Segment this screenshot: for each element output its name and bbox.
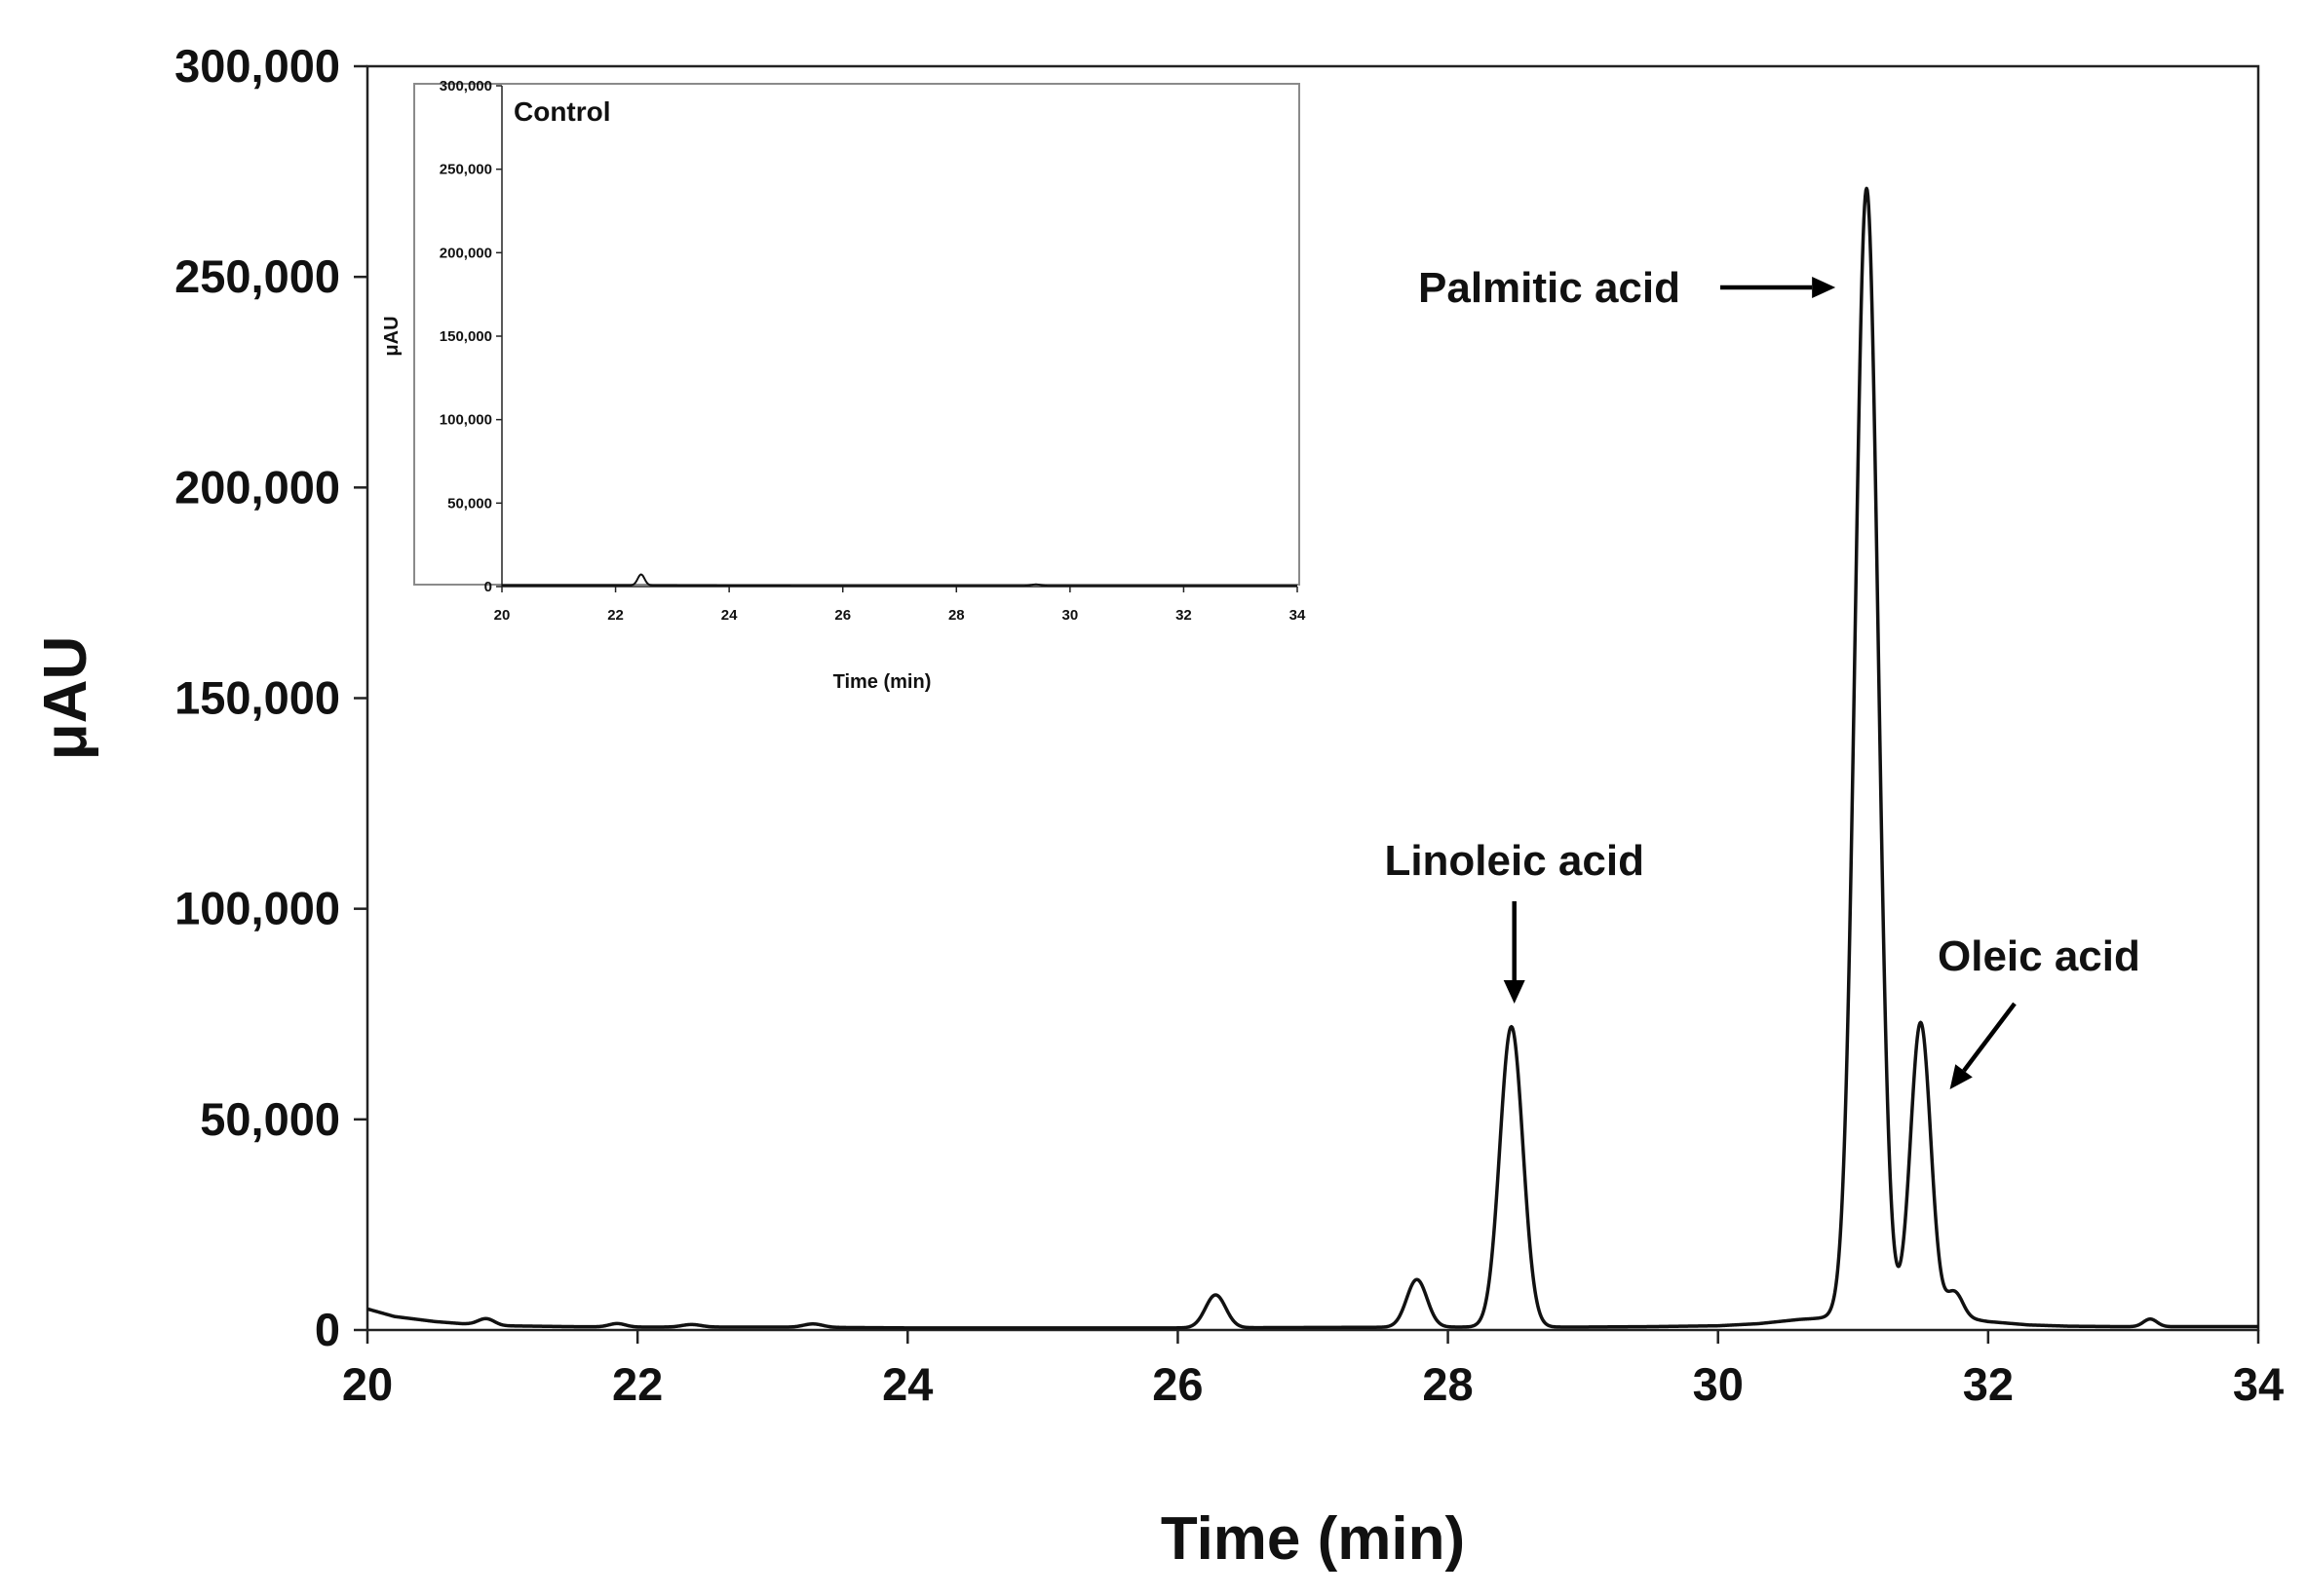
main-x-tick-label: 26 xyxy=(1152,1358,1203,1410)
inset-x-tick-label: 32 xyxy=(1175,607,1192,624)
inset-x-tick-label: 30 xyxy=(1062,607,1079,624)
inset-x-tick-label: 24 xyxy=(721,607,738,624)
annotation-palmitic-acid: Palmitic acid xyxy=(1418,264,1680,312)
inset-y-tick-label: 50,000 xyxy=(447,495,492,512)
main-y-tick-label: 0 xyxy=(315,1304,340,1355)
inset-control-chart: 0 50,000 100,000 150,000 200,000 250,000 300,0… xyxy=(381,78,1306,693)
main-x-tick-label: 28 xyxy=(1422,1358,1473,1410)
main-x-tick-label: 34 xyxy=(2233,1358,2284,1410)
inset-chromatogram-line xyxy=(502,573,1297,588)
inset-y-tick-label: 150,000 xyxy=(440,328,492,345)
inset-x-tick-label: 22 xyxy=(607,607,624,624)
peak-annotations: Palmitic acid Linoleic acid Oleic acid xyxy=(1384,264,2140,1089)
main-y-axis: 0 50,000 100,000 150,000 200,000 250,000 300,0… xyxy=(174,40,367,1355)
main-x-tick-label: 30 xyxy=(1693,1358,1744,1410)
inset-y-tick-label: 300,000 xyxy=(440,78,492,95)
main-chromatogram-line xyxy=(365,186,2260,1330)
annotation-arrow xyxy=(1720,277,1836,298)
inset-x-tick-label: 26 xyxy=(834,607,851,624)
main-x-tick-label: 20 xyxy=(342,1358,393,1410)
inset-x-tick-label: 28 xyxy=(948,607,965,624)
annotation-arrow xyxy=(1949,1002,2017,1089)
annotation-linoleic-acid: Linoleic acid xyxy=(1384,837,1644,885)
inset-x-axis-title: Time (min) xyxy=(833,671,932,693)
main-y-tick-label: 200,000 xyxy=(174,461,340,513)
main-y-tick-label: 100,000 xyxy=(174,883,340,934)
annotation-arrow xyxy=(1503,901,1525,1004)
inset-y-tick-label: 200,000 xyxy=(440,245,492,261)
inset-x-axis: 20 22 24 26 28 30 32 34 xyxy=(494,587,1306,624)
inset-y-tick-label: 100,000 xyxy=(440,412,492,429)
inset-x-tick-label: 34 xyxy=(1289,607,1306,624)
main-x-tick-label: 24 xyxy=(882,1358,933,1410)
main-y-tick-label: 150,000 xyxy=(174,672,340,724)
main-x-tick-label: 32 xyxy=(1963,1358,2014,1410)
inset-y-axis-title: μAU xyxy=(381,316,403,356)
main-x-tick-label: 22 xyxy=(612,1358,663,1410)
inset-y-tick-label: 0 xyxy=(484,579,492,595)
inset-background xyxy=(413,83,1300,586)
main-x-axis-title: Time (min) xyxy=(1161,1505,1465,1573)
inset-y-axis: 0 50,000 100,000 150,000 200,000 250,000 300,0… xyxy=(440,78,502,595)
main-chart: 0 50,000 100,000 150,000 200,000 250,000 300,0… xyxy=(32,40,2284,1573)
main-y-tick-label: 250,000 xyxy=(174,250,340,302)
main-y-tick-label: 50,000 xyxy=(200,1093,340,1145)
main-y-tick-label: 300,000 xyxy=(174,40,340,92)
inset-y-tick-label: 250,000 xyxy=(440,162,492,178)
main-y-axis-title: μAU xyxy=(32,636,99,760)
annotation-oleic-acid: Oleic acid xyxy=(1938,932,2140,980)
inset-x-tick-label: 20 xyxy=(494,607,511,624)
main-x-axis: 20 22 24 26 28 30 32 34 xyxy=(342,1330,2284,1410)
inset-label-control: Control xyxy=(514,96,611,127)
